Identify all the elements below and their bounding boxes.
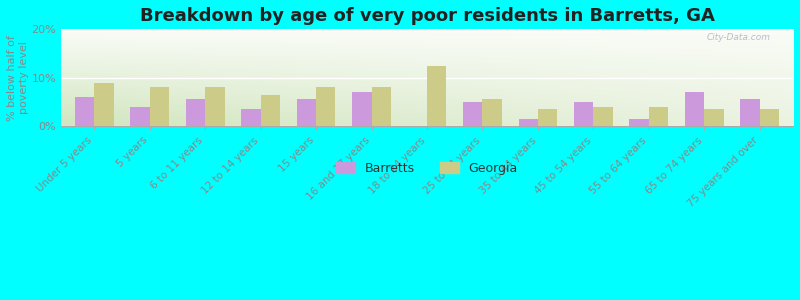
Legend: Barretts, Georgia: Barretts, Georgia	[331, 157, 523, 180]
Bar	[574, 102, 594, 126]
Bar	[538, 109, 558, 126]
Bar	[371, 87, 391, 126]
Bar	[482, 100, 502, 126]
Bar	[463, 102, 482, 126]
Bar	[186, 100, 205, 126]
Bar	[685, 92, 704, 126]
Bar	[740, 100, 760, 126]
Bar	[205, 87, 225, 126]
Bar	[518, 119, 538, 126]
Bar	[760, 109, 779, 126]
Bar	[594, 107, 613, 126]
Text: City-Data.com: City-Data.com	[707, 33, 771, 42]
Bar	[297, 100, 316, 126]
Bar	[241, 109, 261, 126]
Title: Breakdown by age of very poor residents in Barretts, GA: Breakdown by age of very poor residents …	[139, 7, 714, 25]
Bar	[630, 119, 649, 126]
Bar	[130, 107, 150, 126]
Bar	[704, 109, 724, 126]
Bar	[94, 82, 114, 126]
Bar	[352, 92, 371, 126]
Bar	[261, 94, 280, 126]
Bar	[316, 87, 335, 126]
Bar	[150, 87, 169, 126]
Bar	[74, 97, 94, 126]
Y-axis label: % below half of
poverty level: % below half of poverty level	[7, 35, 29, 121]
Bar	[427, 66, 446, 126]
Bar	[649, 107, 668, 126]
